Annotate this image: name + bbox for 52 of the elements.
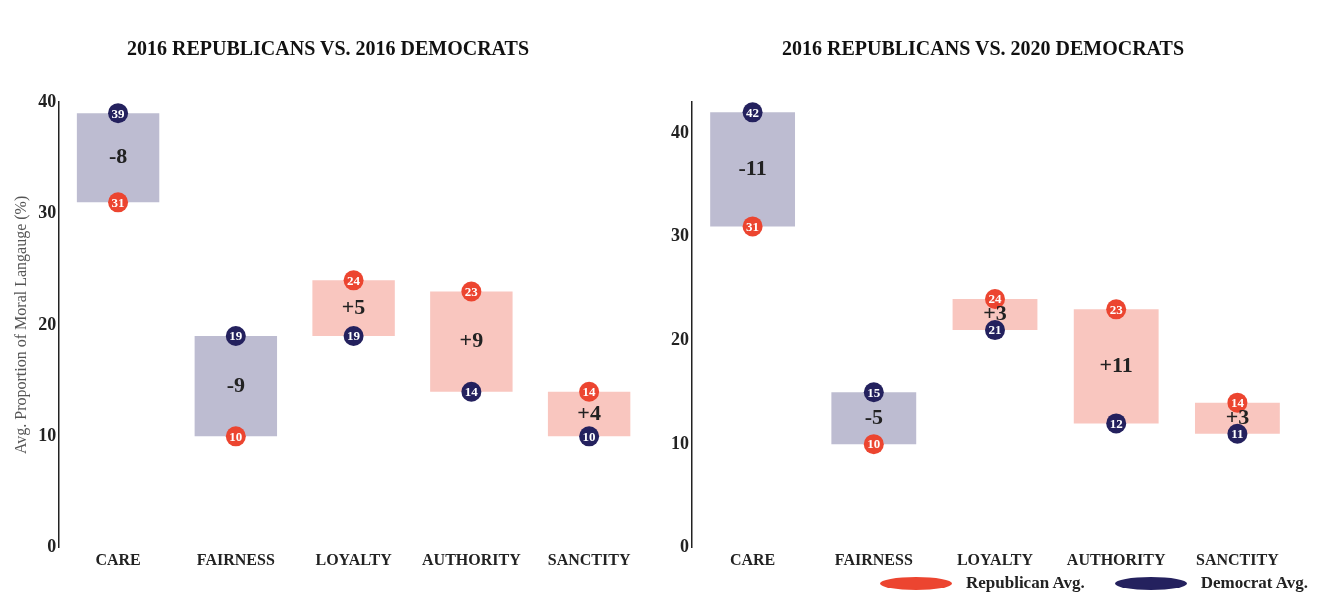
y-tick-label: 40: [38, 90, 57, 111]
x-tick-label: SANCTITY: [1196, 550, 1280, 568]
data-label: -5: [864, 403, 883, 429]
data-label: 19: [229, 328, 243, 344]
data-label: 21: [988, 322, 1002, 338]
data-label: -11: [738, 155, 767, 181]
x-tick-label: CARE: [729, 550, 776, 568]
x-tick-label: FAIRNESS: [834, 550, 913, 568]
y-axis-title: Avg. Proportion of Moral Langauge (%): [11, 195, 30, 455]
data-label: 23: [1109, 301, 1124, 317]
data-label: 23: [464, 283, 479, 299]
y-tick-label: 0: [680, 536, 689, 557]
x-tick-label: AUTHORITY: [422, 550, 522, 568]
x-tick-label: LOYALTY: [956, 550, 1034, 568]
data-label: -9: [226, 371, 245, 397]
x-tick-label: CARE: [95, 550, 141, 568]
y-tick-label: 30: [671, 225, 689, 246]
legend-label: Republican Avg.: [965, 573, 1085, 593]
x-tick-label: AUTHORITY: [1066, 550, 1166, 568]
x-tick-label: FAIRNESS: [196, 550, 275, 568]
y-tick-label: 10: [671, 432, 689, 453]
data-label: 14: [464, 384, 479, 400]
data-label: 10: [867, 436, 881, 452]
x-tick-label: LOYALTY: [315, 550, 393, 568]
legend-label: Democrat Avg.: [1200, 573, 1308, 593]
data-label: -8: [108, 143, 128, 169]
data-label: 11: [1231, 426, 1244, 442]
data-label: 24: [347, 272, 361, 288]
data-label: 39: [111, 105, 126, 121]
data-label: 10: [229, 428, 243, 444]
y-tick-label: 20: [38, 313, 57, 334]
data-label: 14: [1230, 395, 1245, 411]
y-tick-label: 40: [671, 121, 689, 142]
data-label: +5: [341, 293, 366, 319]
data-label: 12: [1109, 415, 1123, 431]
data-label: 14: [582, 384, 597, 400]
data-label: +4: [577, 399, 601, 425]
data-label: +11: [1099, 352, 1133, 378]
data-label: +9: [459, 327, 484, 353]
data-label: 19: [347, 328, 361, 344]
data-label: 42: [746, 104, 760, 120]
data-label: 31: [746, 218, 760, 234]
chart-title: 2016 REPUBLICANS VS. 2016 DEMOCRATS: [126, 37, 530, 60]
y-tick-label: 30: [38, 202, 57, 223]
y-tick-label: 0: [47, 536, 57, 557]
x-tick-label: SANCTITY: [547, 550, 631, 568]
data-label: 31: [111, 194, 125, 210]
chart-title: 2016 REPUBLICANS VS. 2020 DEMOCRATS: [781, 37, 1185, 60]
y-tick-label: 20: [671, 329, 689, 350]
data-label: 15: [867, 384, 881, 400]
data-label: 10: [582, 428, 596, 444]
y-tick-label: 10: [38, 425, 57, 446]
